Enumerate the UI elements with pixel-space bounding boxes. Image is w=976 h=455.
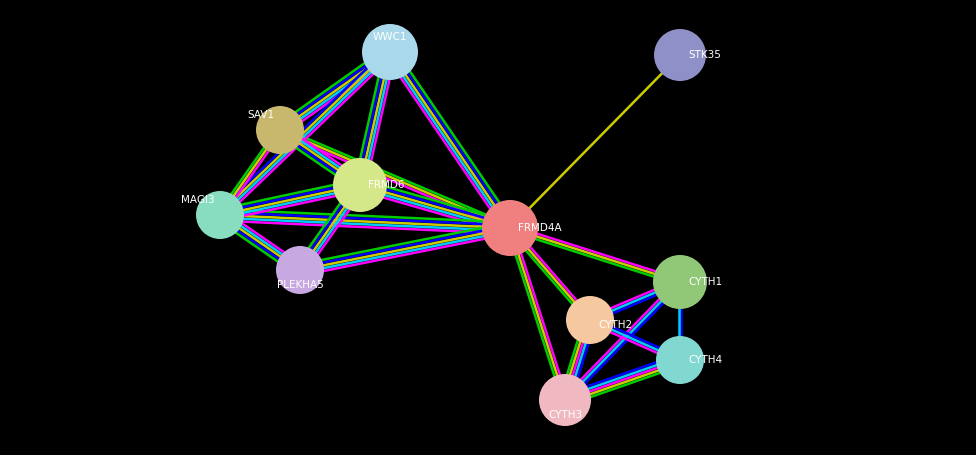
- Circle shape: [654, 29, 706, 81]
- Circle shape: [653, 255, 707, 309]
- Text: CYTH2: CYTH2: [598, 320, 632, 330]
- Text: CYTH1: CYTH1: [688, 277, 722, 287]
- Circle shape: [196, 191, 244, 239]
- Text: MAGI3: MAGI3: [182, 195, 215, 205]
- Text: PLEKHA5: PLEKHA5: [276, 280, 323, 290]
- Circle shape: [362, 24, 418, 80]
- Text: FRMD6: FRMD6: [368, 180, 404, 190]
- Text: CYTH4: CYTH4: [688, 355, 722, 365]
- Circle shape: [333, 158, 387, 212]
- Circle shape: [256, 106, 304, 154]
- Text: SAV1: SAV1: [248, 110, 275, 120]
- Circle shape: [482, 200, 538, 256]
- Circle shape: [539, 374, 591, 426]
- Text: STK35: STK35: [688, 50, 721, 60]
- Circle shape: [276, 246, 324, 294]
- Text: FRMD4A: FRMD4A: [518, 223, 561, 233]
- Text: WWC1: WWC1: [373, 32, 407, 42]
- Text: CYTH3: CYTH3: [548, 410, 582, 420]
- Circle shape: [656, 336, 704, 384]
- Circle shape: [566, 296, 614, 344]
